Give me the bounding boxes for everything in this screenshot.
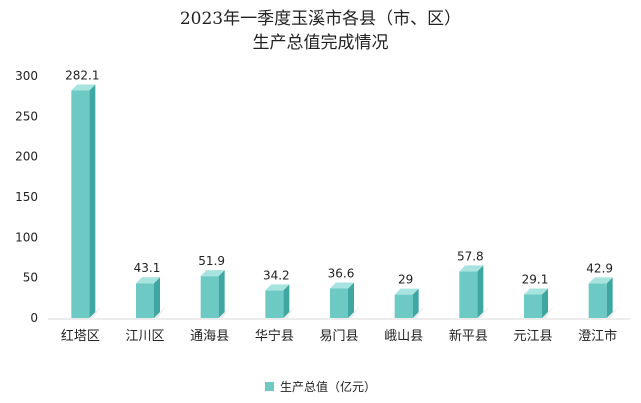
bar-side: [154, 277, 160, 318]
y-tick-label: 50: [23, 271, 38, 285]
legend-label: 生产总值（亿元）: [279, 380, 376, 394]
x-tick-label: 红塔区: [61, 328, 100, 344]
bar-top: [524, 288, 548, 295]
x-tick-label: 华宁县: [255, 328, 294, 344]
data-label: 29.1: [522, 273, 549, 287]
bar-top: [459, 265, 484, 272]
bar: [200, 276, 219, 318]
data-label: 29: [398, 273, 413, 287]
data-label: 34.2: [263, 268, 290, 282]
bar: [459, 271, 478, 318]
y-tick-label: 300: [15, 69, 38, 83]
x-tick-label: 通海县: [190, 329, 229, 344]
bar-side: [542, 288, 548, 318]
x-tick-label: 易门县: [319, 329, 358, 344]
bar: [524, 294, 542, 318]
legend-swatch: [264, 382, 274, 391]
bar-side: [477, 265, 484, 318]
data-label: 51.9: [198, 254, 225, 268]
bar-side: [348, 282, 354, 318]
data-label: 43.1: [134, 261, 161, 275]
bar-top: [200, 270, 225, 277]
bar: [136, 283, 154, 318]
chart-title: 2023年一季度玉溪市各县（市、区）: [179, 9, 462, 29]
x-tick-label: 峨山县: [384, 329, 423, 344]
bar: [71, 90, 90, 318]
bar-top: [394, 288, 419, 295]
x-tick-label: 新平县: [449, 328, 488, 344]
bar: [588, 283, 607, 318]
y-tick-label: 100: [15, 230, 38, 244]
bar-top: [588, 277, 613, 284]
x-tick-label: 澄江市: [578, 328, 617, 344]
bar: [330, 288, 348, 318]
data-label: 57.8: [457, 249, 484, 263]
y-tick-label: 0: [30, 311, 38, 325]
bar-side: [283, 284, 290, 318]
bar-side: [218, 270, 225, 318]
bar-top: [136, 277, 160, 284]
x-tick-label: 江川区: [125, 329, 164, 344]
data-label: 36.6: [328, 266, 355, 280]
bar-top: [71, 84, 96, 91]
legend: 生产总值（亿元）: [0, 378, 641, 395]
bar: [265, 290, 284, 318]
y-tick-label: 200: [15, 150, 38, 164]
y-tick-label: 150: [15, 190, 38, 204]
bar-top: [330, 282, 354, 289]
bar: [394, 294, 413, 318]
bar-side: [89, 84, 96, 318]
data-label: 42.9: [586, 261, 613, 275]
bar-top: [265, 284, 290, 291]
y-tick-label: 250: [15, 109, 38, 123]
bar-side: [606, 277, 613, 318]
x-tick-label: 元江县: [513, 329, 552, 344]
bar-side: [412, 288, 419, 318]
data-label: 282.1: [65, 68, 99, 82]
chart-subtitle: 生产总值完成情况: [252, 33, 389, 53]
